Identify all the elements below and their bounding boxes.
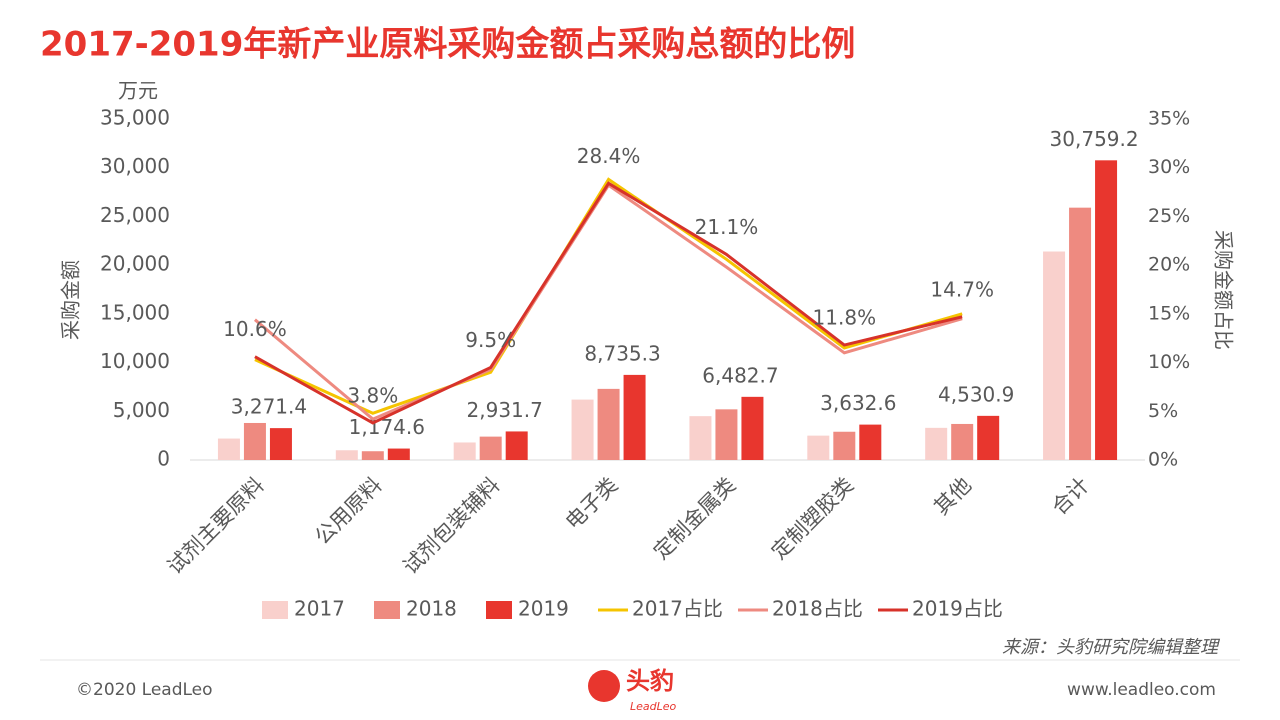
y2-tick-label: 10% [1148, 351, 1190, 373]
legend-swatch [262, 601, 288, 619]
bar-value-label: 3,271.4 [231, 395, 307, 419]
x-tick-label: 定制塑胶类 [767, 473, 858, 564]
line [254, 177, 963, 415]
bar [859, 424, 882, 460]
x-tick-label: 试剂包装辅料 [398, 473, 504, 579]
bar [453, 442, 476, 460]
bar [951, 423, 974, 460]
y-unit: 万元 [118, 79, 158, 103]
bar-value-label: 2,931.7 [467, 398, 543, 422]
legend-swatch [374, 601, 400, 619]
url: www.leadleo.com [1067, 680, 1216, 700]
bar [597, 388, 620, 460]
bar [1095, 160, 1118, 460]
x-tick-label: 合计 [1047, 473, 1094, 520]
copyright: ©2020 LeadLeo [76, 680, 213, 700]
bar [741, 396, 764, 460]
bar [833, 431, 856, 460]
bar [217, 438, 240, 460]
bar [623, 374, 646, 460]
logo-icon [588, 670, 620, 702]
line-value-label: 3.8% [347, 383, 398, 407]
x-tick-label: 其他 [929, 473, 976, 520]
y2-tick-label: 15% [1148, 302, 1190, 324]
bar [335, 450, 358, 460]
bar [715, 409, 738, 460]
legend-label: 2017占比 [632, 597, 723, 621]
source: 来源：头豹研究院编辑整理 [1002, 637, 1221, 658]
x-tick-label: 公用原料 [310, 473, 386, 549]
bar [361, 451, 384, 460]
legend-label: 2018占比 [772, 597, 863, 621]
bar-value-label: 8,735.3 [584, 341, 660, 365]
line-value-label: 21.1% [695, 215, 759, 239]
bar [571, 399, 594, 460]
bar [977, 415, 1000, 460]
y-tick-label: 30,000 [100, 154, 170, 178]
legend-swatch [486, 601, 512, 619]
line-value-label: 14.7% [930, 277, 994, 301]
y2-tick-label: 30% [1148, 156, 1190, 178]
logo-text: 头豹 [626, 667, 674, 695]
bar [1069, 207, 1092, 460]
bar [505, 431, 528, 460]
legend-label: 2019 [518, 597, 569, 621]
bar [387, 448, 410, 460]
bar-value-label: 3,632.6 [820, 391, 896, 415]
bar-value-label: 30,759.2 [1050, 127, 1139, 151]
bar-value-label: 6,482.7 [702, 363, 778, 387]
y2-tick-label: 5% [1148, 400, 1178, 422]
bar-value-label: 1,174.6 [349, 415, 425, 439]
y-tick-label: 0 [157, 447, 170, 471]
chart-title: 2017-2019年新产业原料采购金额占采购总额的比例 [40, 25, 855, 65]
y2-tick-label: 25% [1148, 205, 1190, 227]
y-tick-label: 5,000 [113, 398, 170, 422]
y2-tick-label: 20% [1148, 254, 1190, 276]
x-tick-label: 定制金属类 [649, 473, 740, 564]
bar [925, 427, 948, 460]
y-tick-label: 20,000 [100, 252, 170, 276]
line-value-label: 9.5% [465, 328, 516, 352]
y2-tick-label: 0% [1148, 449, 1178, 471]
x-tick-label: 电子类 [561, 473, 623, 535]
bar-value-label: 4,530.9 [938, 382, 1014, 406]
line [254, 181, 963, 425]
y-tick-label: 35,000 [100, 106, 170, 130]
legend-label: 2019占比 [912, 597, 1003, 621]
bar [243, 422, 266, 460]
y-tick-label: 15,000 [100, 300, 170, 324]
bar [807, 435, 830, 460]
bar [689, 416, 712, 460]
line-value-label: 28.4% [577, 144, 641, 168]
y-axis-label: 采购金额 [59, 260, 83, 340]
logo-sub: LeadLeo [630, 700, 677, 713]
y2-tick-label: 35% [1148, 108, 1190, 130]
x-tick-label: 试剂主要原料 [163, 473, 269, 579]
y-tick-label: 25,000 [100, 203, 170, 227]
bar [1043, 251, 1066, 460]
y-tick-label: 10,000 [100, 349, 170, 373]
legend-label: 2017 [294, 597, 345, 621]
bar [479, 436, 502, 460]
line-value-label: 10.6% [223, 317, 287, 341]
bar [269, 428, 292, 460]
line-value-label: 11.8% [813, 306, 877, 330]
legend-label: 2018 [406, 597, 457, 621]
y2-axis-label: 采购金额占比 [1212, 230, 1236, 350]
